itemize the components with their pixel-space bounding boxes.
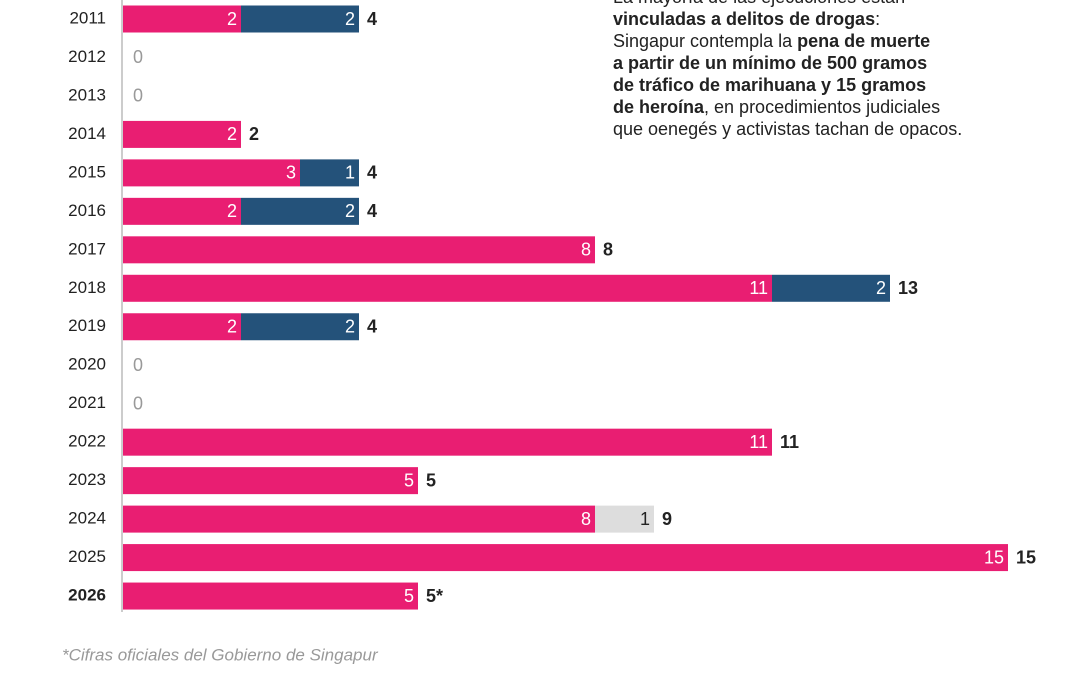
- total-label: 0: [133, 47, 143, 67]
- annotation-line: La mayoría de las ejecuciones están: [613, 0, 905, 7]
- segment-label: 5: [404, 470, 414, 490]
- bar-segment: [123, 274, 772, 302]
- annotation-run: Singapur contempla la: [613, 31, 797, 51]
- total-label: 13: [898, 278, 918, 298]
- segment-label: 2: [345, 201, 355, 221]
- y-tick-label: 2024: [68, 509, 106, 528]
- segment-label: 2: [345, 317, 355, 337]
- annotation-run: :: [875, 9, 880, 29]
- bar-segment: [595, 505, 654, 533]
- y-tick-label: 2022: [68, 432, 106, 451]
- bar-segment: [123, 159, 300, 187]
- bar-segment: [123, 582, 418, 610]
- segment-label: 3: [286, 163, 296, 183]
- annotation-line: a partir de un mínimo de 500 gramos: [613, 53, 927, 73]
- y-tick-label: 2018: [68, 278, 106, 297]
- bar-segment: [241, 197, 359, 225]
- annotation-run: La mayoría de las ejecuciones están: [613, 0, 905, 7]
- annotation-line: de tráfico de marihuana y 15 gramos: [613, 75, 926, 95]
- segment-label: 1: [345, 163, 355, 183]
- total-label: 0: [133, 355, 143, 375]
- y-tick-label: 2023: [68, 470, 106, 489]
- y-tick-label: 2025: [68, 547, 106, 566]
- total-label: 8: [603, 240, 613, 260]
- y-tick-label: 2012: [68, 47, 106, 66]
- total-label: 15: [1016, 547, 1036, 567]
- annotation-line: vinculadas a delitos de drogas:: [613, 9, 880, 29]
- bar-segment: [123, 197, 241, 225]
- y-tick-label: 2011: [69, 8, 106, 27]
- total-label: 9: [662, 509, 672, 529]
- segment-label: 2: [227, 201, 237, 221]
- segment-label: 2: [876, 278, 886, 298]
- segment-label: 15: [984, 547, 1004, 567]
- y-tick-label: 2015: [68, 162, 106, 181]
- total-label: 5*: [426, 586, 443, 606]
- bar-segment: [123, 428, 772, 456]
- bar-segment: [123, 467, 418, 495]
- y-tick-label: 2017: [68, 239, 106, 258]
- total-label: 4: [367, 163, 377, 183]
- y-tick-label: 2026: [68, 586, 106, 605]
- y-tick-label: 2020: [68, 355, 106, 374]
- segment-label: 11: [749, 432, 768, 452]
- annotation-line: que oenegés y activistas tachan de opaco…: [613, 119, 962, 139]
- segment-label: 8: [581, 509, 591, 529]
- total-label: 4: [367, 201, 377, 221]
- annotation-run: pena de muerte: [797, 31, 930, 51]
- bar-segment: [241, 5, 359, 33]
- total-label: 4: [367, 317, 377, 337]
- y-tick-label: 2019: [68, 316, 106, 335]
- segment-label: 2: [227, 9, 237, 29]
- annotation-line: de heroína, en procedimientos judiciales: [613, 97, 940, 117]
- bar-segment: [300, 159, 359, 187]
- annotation-line: Singapur contempla la pena de muerte: [613, 31, 930, 51]
- segment-label: 11: [749, 278, 768, 298]
- segment-label: 2: [227, 124, 237, 144]
- bar-segment: [123, 544, 1008, 572]
- segment-label: 2: [227, 317, 237, 337]
- annotation-run: , en procedimientos judiciales: [704, 97, 940, 117]
- bar-segment: [772, 274, 890, 302]
- bar-segment: [123, 505, 595, 533]
- annotation-bg: [606, 0, 1026, 142]
- annotation-run: vinculadas a delitos de drogas: [613, 9, 875, 29]
- total-label: 0: [133, 86, 143, 106]
- bar-segment: [241, 313, 359, 341]
- total-label: 11: [780, 432, 799, 452]
- annotation-run: que oenegés y activistas tachan de opaco…: [613, 119, 962, 139]
- annotation-run: a partir de un mínimo de 500 gramos: [613, 53, 927, 73]
- bar-segment: [123, 313, 241, 341]
- total-label: 4: [367, 9, 377, 29]
- y-tick-label: 2021: [68, 393, 106, 412]
- annotation-run: de tráfico de marihuana y 15 gramos: [613, 75, 926, 95]
- footnote: *Cifras oficiales del Gobierno de Singap…: [62, 645, 379, 664]
- y-tick-label: 2013: [68, 85, 106, 104]
- annotation-run: de heroína: [613, 97, 705, 117]
- segment-label: 1: [640, 509, 650, 529]
- segment-label: 5: [404, 586, 414, 606]
- segment-label: 2: [345, 9, 355, 29]
- y-tick-label: 2014: [68, 124, 106, 143]
- total-label: 5: [426, 470, 436, 490]
- y-tick-label: 2016: [68, 201, 106, 220]
- bar-segment: [123, 236, 595, 264]
- bar-segment: [123, 120, 241, 148]
- total-label: 2: [249, 124, 259, 144]
- total-label: 0: [133, 393, 143, 413]
- segment-label: 8: [581, 240, 591, 260]
- bar-segment: [123, 5, 241, 33]
